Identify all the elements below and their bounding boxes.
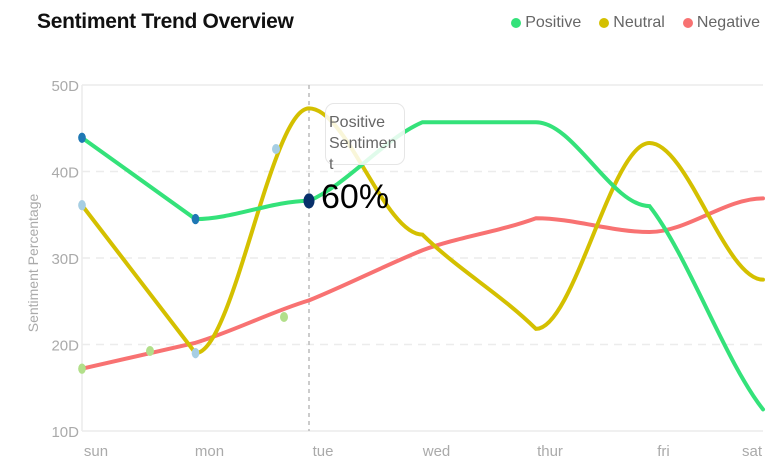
legend-dot-icon	[511, 18, 522, 28]
legend: Positive Neutral Negative	[511, 14, 760, 32]
x-tick-label: tue	[313, 443, 334, 460]
y-tick-label: 30D	[51, 251, 79, 268]
x-tick-label: thur	[537, 443, 563, 460]
tooltip	[325, 103, 405, 165]
legend-dot-icon	[599, 18, 610, 28]
y-tick-label: 50D	[51, 78, 79, 95]
data-point-marker	[280, 312, 288, 322]
data-point-neutral	[191, 347, 200, 359]
chart-title: Sentiment Trend Overview	[37, 10, 294, 33]
x-tick-label: sat	[742, 443, 763, 460]
legend-item-neutral[interactable]: Neutral	[599, 14, 665, 32]
x-tick-label: sun	[84, 443, 108, 460]
data-point-positive	[191, 213, 200, 225]
data-point-positive	[78, 132, 86, 143]
legend-item-positive[interactable]: Positive	[511, 14, 581, 32]
tooltip-value: 60%	[321, 178, 390, 216]
legend-dot-icon	[682, 18, 693, 28]
y-tick-label: 20D	[51, 338, 79, 355]
legend-label: Positive	[525, 14, 582, 31]
data-point-marker	[272, 144, 280, 154]
x-tick-label: mon	[195, 443, 224, 460]
x-tick-label: fri	[657, 443, 670, 460]
tooltip-label: Positive Sentiment	[329, 114, 397, 173]
legend-item-negative[interactable]: Negative	[682, 14, 760, 32]
series-line-negative	[80, 196, 765, 371]
y-tick-label: 40D	[51, 165, 79, 182]
x-tick-label: wed	[422, 443, 451, 460]
data-point-positive	[303, 193, 315, 209]
y-axis-label: Sentiment Percentage	[25, 194, 41, 333]
series-line-positive	[80, 120, 765, 412]
data-point-neutral	[78, 200, 86, 211]
legend-label: Negative	[696, 14, 760, 31]
y-tick-label: 10D	[51, 424, 79, 441]
legend-label: Neutral	[613, 14, 665, 31]
data-point-marker	[146, 346, 154, 356]
data-point-negative	[78, 363, 86, 374]
